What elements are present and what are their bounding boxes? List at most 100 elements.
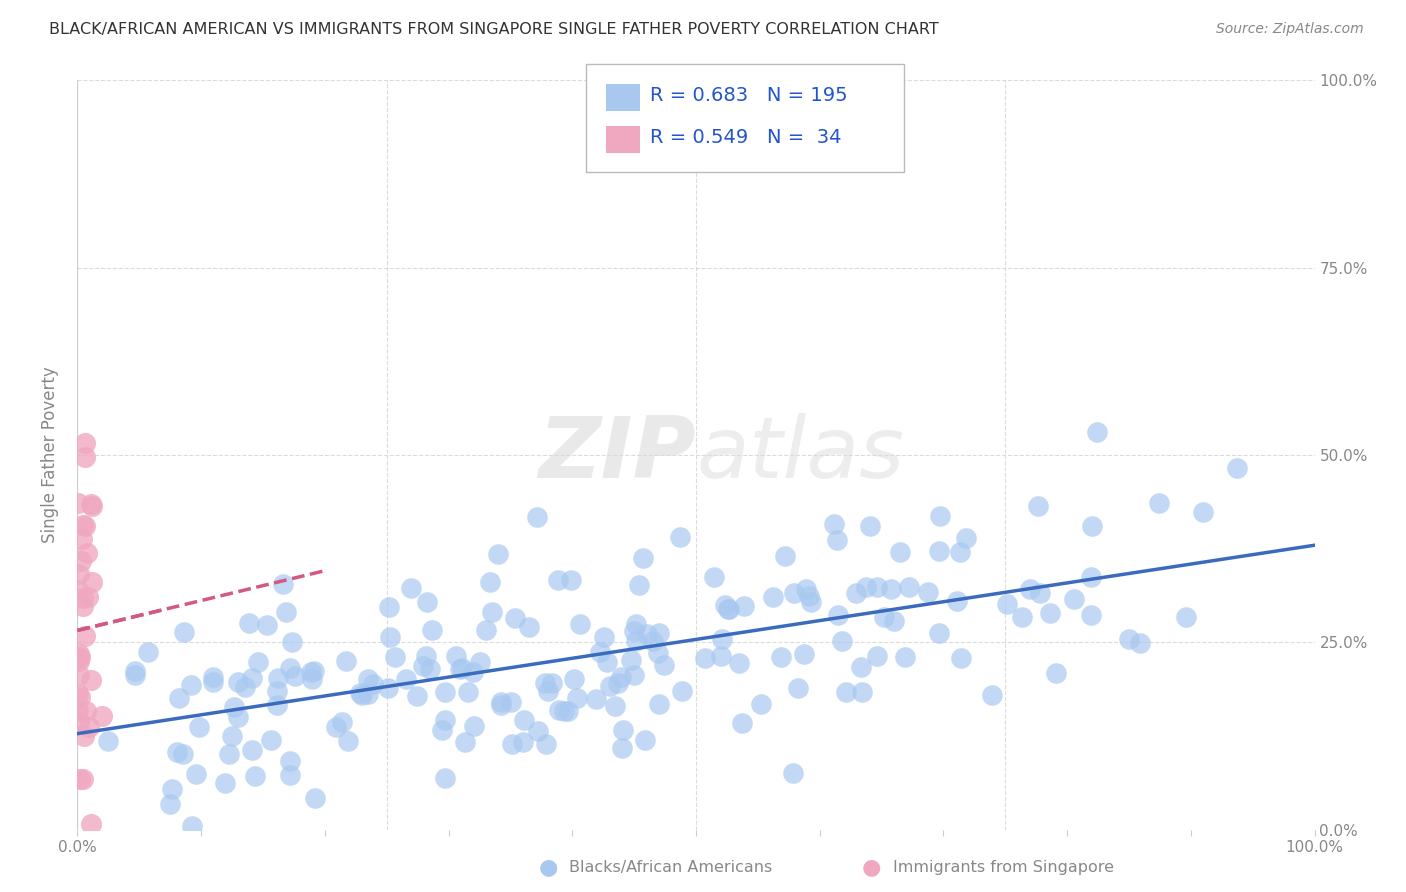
Point <box>648 697 671 711</box>
Point <box>82 499 104 513</box>
Point <box>67 582 90 597</box>
Point <box>73 629 96 643</box>
Point <box>77 720 100 734</box>
Point <box>201 674 224 689</box>
Point <box>928 543 950 558</box>
Point <box>66 704 89 718</box>
Point <box>894 649 917 664</box>
Point <box>879 582 901 596</box>
Text: R = 0.683   N = 195: R = 0.683 N = 195 <box>650 86 848 105</box>
Point <box>505 611 527 625</box>
Point <box>928 508 950 523</box>
Point <box>67 687 90 701</box>
Point <box>420 623 443 637</box>
Point <box>278 754 301 768</box>
Point <box>301 673 323 687</box>
Point <box>240 743 263 757</box>
Point <box>769 650 792 665</box>
Point <box>512 734 534 748</box>
Point <box>454 735 477 749</box>
Point <box>610 670 633 684</box>
Point <box>612 723 634 737</box>
Point <box>66 496 89 510</box>
Point <box>794 582 817 597</box>
Point <box>775 549 797 563</box>
Point <box>91 708 114 723</box>
Point <box>599 679 621 693</box>
Point <box>451 661 474 675</box>
Point <box>69 690 91 704</box>
Point <box>612 741 634 756</box>
Point <box>855 580 877 594</box>
Point <box>266 698 288 712</box>
Point <box>1192 505 1215 519</box>
Point <box>468 655 491 669</box>
Point <box>1226 461 1249 475</box>
Point <box>634 733 657 747</box>
Point <box>603 698 626 713</box>
Point <box>731 716 754 731</box>
Point <box>67 654 90 668</box>
Point <box>433 772 456 786</box>
Point <box>557 704 579 718</box>
Point <box>80 817 103 831</box>
Point <box>823 517 845 532</box>
Point <box>299 665 322 680</box>
Point <box>533 676 555 690</box>
Point <box>166 745 188 759</box>
Point <box>728 656 751 670</box>
Point <box>569 617 592 632</box>
Point <box>80 574 103 589</box>
Point <box>782 765 804 780</box>
Point <box>463 719 485 733</box>
Point <box>873 610 896 624</box>
Point <box>596 655 619 669</box>
Point <box>278 768 301 782</box>
Point <box>827 607 849 622</box>
Point <box>928 625 950 640</box>
Point <box>669 530 692 544</box>
Point <box>547 703 569 717</box>
Point <box>866 649 889 664</box>
Point <box>501 695 523 709</box>
Point <box>851 685 873 699</box>
Point <box>889 545 911 559</box>
Point <box>474 624 496 638</box>
Point <box>825 533 848 547</box>
Point <box>304 791 326 805</box>
Text: BLACK/AFRICAN AMERICAN VS IMMIGRANTS FROM SINGAPORE SINGLE FATHER POVERTY CORREL: BLACK/AFRICAN AMERICAN VS IMMIGRANTS FRO… <box>49 22 939 37</box>
Point <box>1149 496 1171 510</box>
Point <box>797 589 820 603</box>
Point <box>1175 610 1198 624</box>
Point <box>491 698 513 712</box>
Point <box>717 602 740 616</box>
Point <box>693 651 716 665</box>
Point <box>378 630 401 644</box>
Point <box>80 673 103 687</box>
Point <box>238 616 260 631</box>
Point <box>1081 519 1104 533</box>
Point <box>565 690 588 705</box>
Point <box>1029 586 1052 600</box>
Point <box>652 658 675 673</box>
Point <box>463 665 485 680</box>
Point <box>1026 500 1049 514</box>
Point <box>76 546 98 560</box>
Point <box>284 668 307 682</box>
Text: atlas: atlas <box>696 413 904 497</box>
Point <box>188 721 211 735</box>
Point <box>243 769 266 783</box>
Point <box>330 715 353 730</box>
Point <box>749 698 772 712</box>
Point <box>1045 665 1067 680</box>
Point <box>67 668 90 682</box>
Point <box>162 781 184 796</box>
Point <box>266 684 288 698</box>
Point <box>534 738 557 752</box>
Point <box>547 573 569 587</box>
Point <box>865 580 887 594</box>
Point <box>631 550 654 565</box>
Point <box>859 519 882 533</box>
Point <box>226 675 249 690</box>
Point <box>831 633 853 648</box>
